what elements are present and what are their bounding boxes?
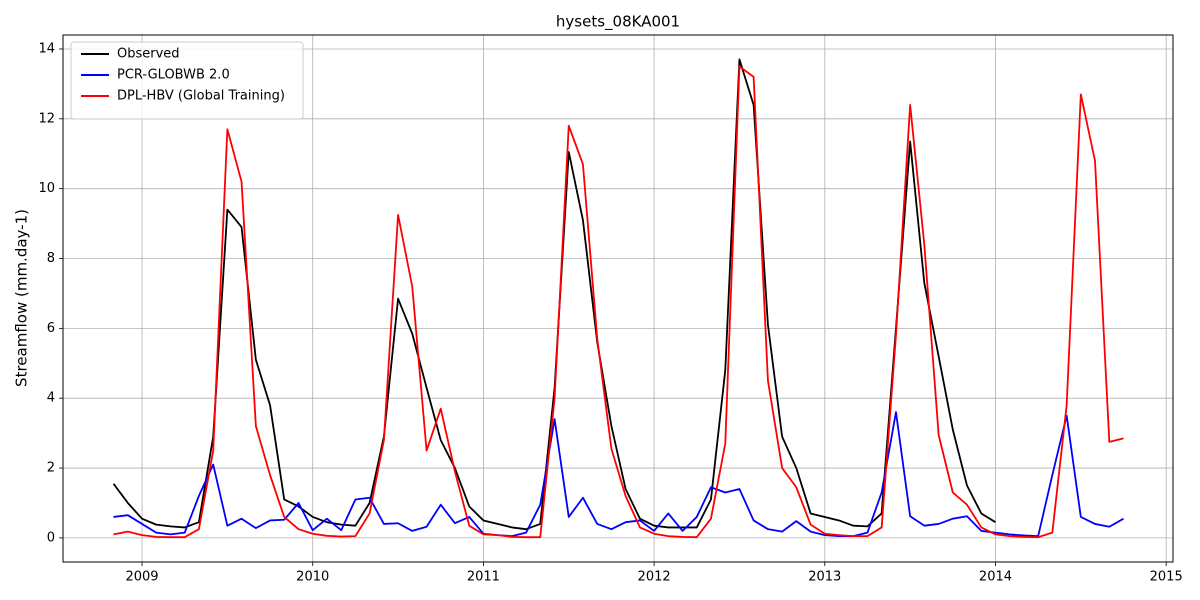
y-tick-label: 10	[38, 181, 55, 196]
chart-title: hysets_08KA001	[556, 13, 680, 32]
grid	[59, 35, 1173, 566]
y-tick-label: 4	[47, 391, 55, 406]
x-tick-label: 2014	[979, 570, 1012, 585]
series-line	[112, 58, 996, 531]
x-tick-label: 2012	[638, 570, 671, 585]
legend-label: Observed	[117, 47, 180, 62]
x-tick-label: 2009	[125, 570, 158, 585]
y-axis-label: Streamflow (mm.day-1)	[13, 209, 31, 387]
y-tick-label: 8	[47, 251, 55, 266]
legend-box	[70, 41, 304, 120]
x-tick-label: 2015	[1150, 570, 1183, 585]
series-line	[113, 411, 1124, 538]
y-tick-label: 6	[47, 321, 55, 336]
legend-label: DPL-HBV (Global Training)	[117, 89, 285, 104]
plot-frame	[62, 34, 1174, 563]
series-line	[113, 65, 1124, 539]
y-tick-label: 14	[38, 41, 55, 56]
plot-lines	[112, 58, 1124, 539]
x-tick-label: 2010	[296, 570, 329, 585]
x-tick-label: 2013	[808, 570, 841, 585]
y-tick-label: 2	[47, 461, 55, 476]
legend-label: PCR-GLOBWB 2.0	[117, 68, 230, 83]
x-tick-label: 2011	[467, 570, 500, 585]
y-tick-label: 12	[38, 111, 55, 126]
y-tick-label: 0	[47, 530, 55, 545]
legend: Observed PCR-GLOBWB 2.0 DPL-HBV (Global Tr…	[70, 41, 304, 120]
